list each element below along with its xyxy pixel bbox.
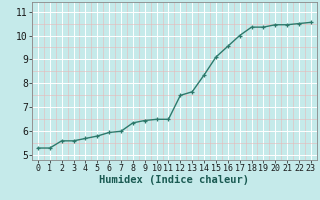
- X-axis label: Humidex (Indice chaleur): Humidex (Indice chaleur): [100, 175, 249, 185]
